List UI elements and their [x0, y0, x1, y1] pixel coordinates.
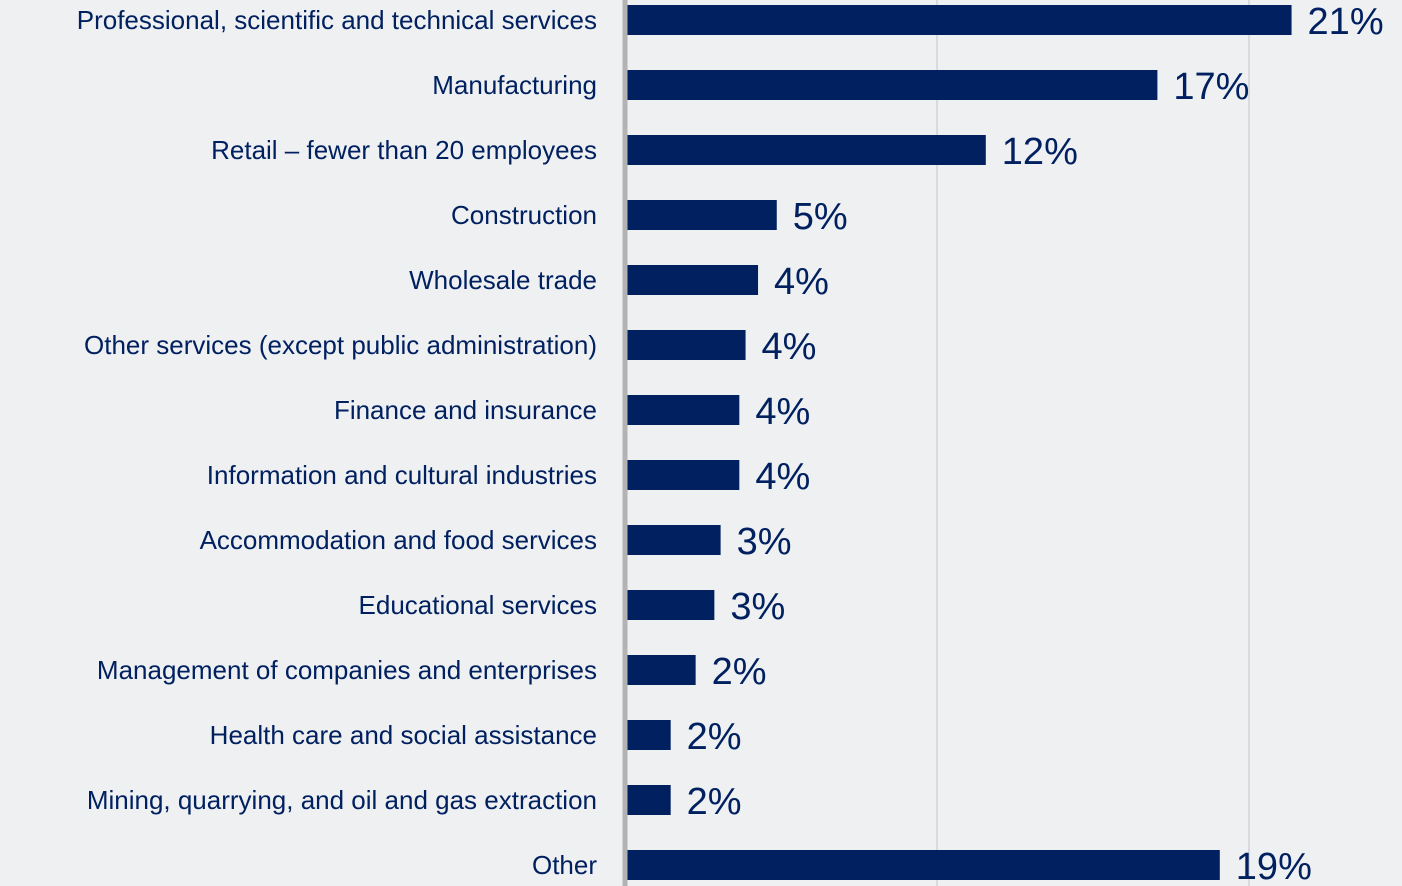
category-label-6: Other services (except public administra…	[84, 330, 597, 360]
bar-9	[627, 525, 721, 555]
category-label-12: Health care and social assistance	[210, 720, 597, 750]
bar-8	[627, 460, 740, 490]
category-label-3: Retail – fewer than 20 employees	[211, 135, 597, 165]
value-label-9: 3%	[737, 521, 792, 563]
value-label-12: 2%	[687, 716, 742, 758]
bar-4	[627, 200, 777, 230]
category-label-5: Wholesale trade	[409, 265, 597, 295]
value-label-2: 17%	[1173, 66, 1249, 108]
bar-12	[627, 720, 671, 750]
bar-6	[627, 330, 746, 360]
category-label-1: Professional, scientific and technical s…	[77, 5, 597, 35]
bar-3	[627, 135, 986, 165]
value-labels: 21% 17% 12% 5% 4% 4% 4% 4% 3% 3% 2% 2% 2% 19%	[687, 1, 1384, 886]
bar-10	[627, 590, 715, 620]
category-label-4: Construction	[451, 200, 597, 230]
value-label-13: 2%	[687, 781, 742, 823]
category-label-9: Accommodation and food services	[200, 525, 597, 555]
value-label-14: 19%	[1236, 846, 1312, 886]
value-label-3: 12%	[1002, 131, 1078, 173]
category-label-14: Other	[532, 850, 597, 880]
value-label-10: 3%	[730, 586, 785, 628]
category-label-11: Management of companies and enterprises	[97, 655, 597, 685]
bar-1	[627, 5, 1292, 35]
category-labels: Professional, scientific and technical s…	[77, 5, 598, 880]
gridlines	[936, 0, 1250, 886]
value-label-5: 4%	[774, 261, 829, 303]
bar-14	[627, 850, 1220, 880]
value-label-6: 4%	[762, 326, 817, 368]
bar-7	[627, 395, 740, 425]
value-label-4: 5%	[793, 196, 848, 238]
bar-2	[627, 70, 1158, 100]
category-label-7: Finance and insurance	[334, 395, 597, 425]
value-label-8: 4%	[755, 456, 810, 498]
category-label-10: Educational services	[359, 590, 597, 620]
bars	[627, 5, 1292, 880]
bar-13	[627, 785, 671, 815]
bar-5	[627, 265, 759, 295]
value-label-11: 2%	[712, 651, 767, 693]
category-label-13: Mining, quarrying, and oil and gas extra…	[87, 785, 597, 815]
value-label-7: 4%	[755, 391, 810, 433]
bar-11	[627, 655, 696, 685]
category-label-2: Manufacturing	[432, 70, 597, 100]
category-label-8: Information and cultural industries	[207, 460, 597, 490]
value-label-1: 21%	[1308, 1, 1384, 43]
